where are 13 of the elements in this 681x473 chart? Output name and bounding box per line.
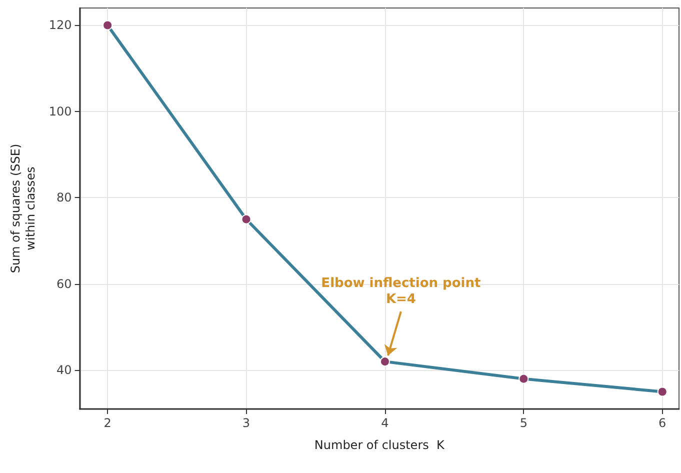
y-tick-label: 120: [48, 18, 72, 32]
annotation: Elbow inflection point K=4: [321, 276, 481, 308]
y-tick-label: 60: [56, 276, 72, 291]
y-axis-title: Sum of squares (SSE) within classes: [8, 144, 38, 274]
x-tick-label: 3: [242, 416, 250, 430]
x-axis-title: Number of clusters K: [314, 438, 446, 452]
x-tick-label: 4: [381, 416, 389, 430]
x-tick-label: 5: [520, 416, 528, 430]
y-tick-label: 100: [48, 104, 72, 118]
x-tick-label: 6: [658, 416, 666, 430]
y-tick-label: 40: [56, 363, 72, 378]
x-tick-label: 2: [104, 416, 112, 430]
y-tick-label: 80: [56, 190, 72, 205]
